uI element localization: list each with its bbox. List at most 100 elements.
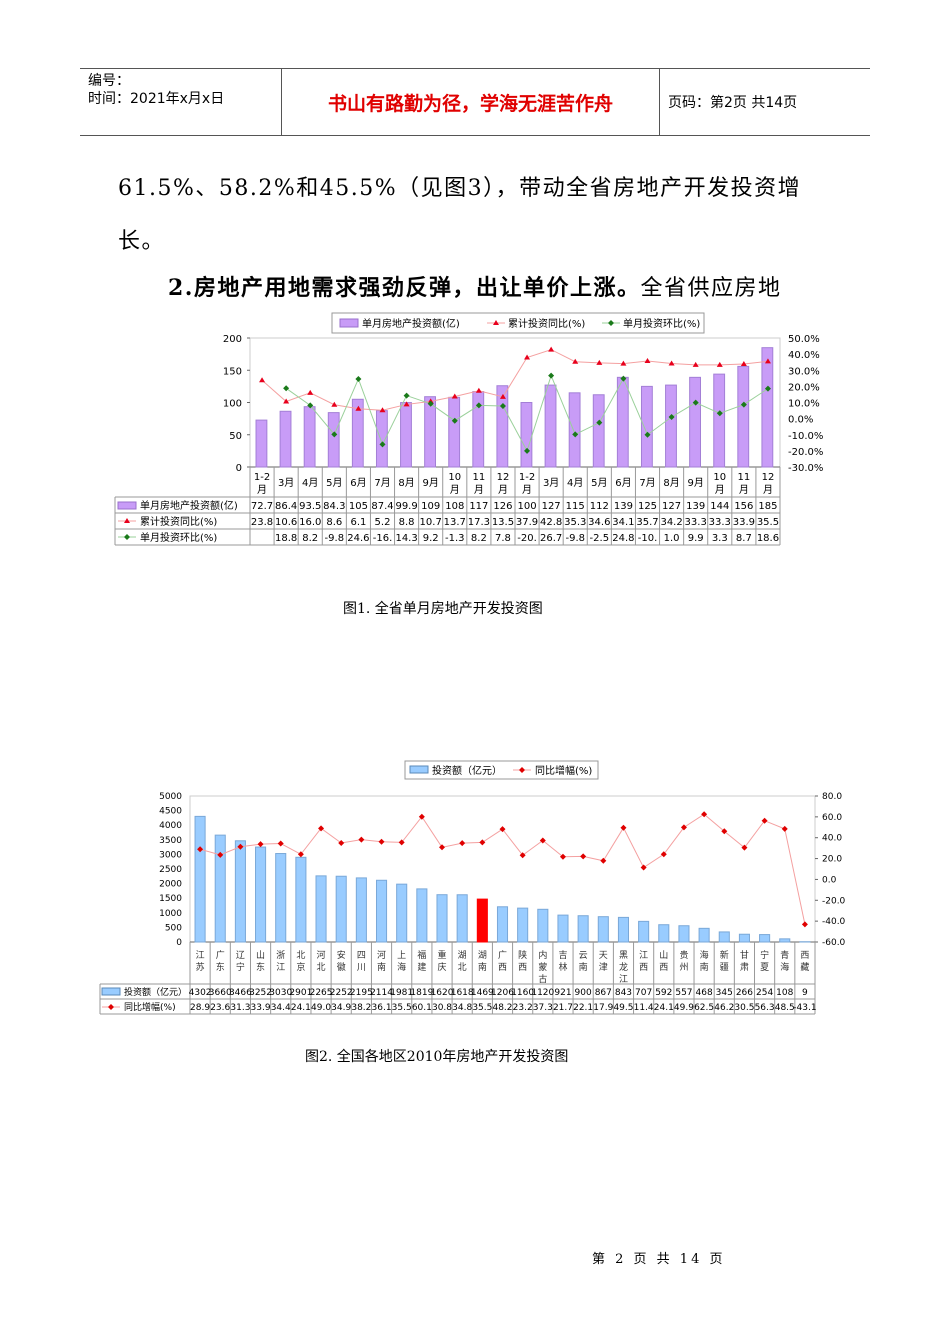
diamond-marker-icon bbox=[124, 534, 130, 540]
bar bbox=[658, 924, 670, 943]
diamond-marker-icon bbox=[499, 403, 506, 410]
svg-text:疆: 疆 bbox=[720, 962, 729, 973]
svg-text:23.2: 23.2 bbox=[513, 1003, 533, 1013]
diamond-marker-icon bbox=[761, 817, 768, 824]
svg-text:1120: 1120 bbox=[531, 988, 554, 998]
bar bbox=[255, 419, 268, 468]
svg-text:185: 185 bbox=[758, 501, 777, 512]
bar bbox=[640, 385, 653, 468]
bar bbox=[577, 915, 589, 943]
svg-text:月: 月 bbox=[498, 484, 508, 496]
svg-text:川: 川 bbox=[357, 963, 366, 973]
bar bbox=[335, 875, 347, 943]
svg-text:1469: 1469 bbox=[471, 988, 494, 998]
svg-text:1.0: 1.0 bbox=[664, 533, 680, 544]
diamond-marker-icon bbox=[548, 372, 555, 379]
svg-text:新: 新 bbox=[720, 949, 729, 961]
svg-text:56.3: 56.3 bbox=[755, 1003, 775, 1013]
diamond-marker-icon bbox=[318, 825, 325, 832]
diamond-marker-icon bbox=[524, 447, 531, 454]
svg-text:31.3: 31.3 bbox=[230, 1003, 250, 1013]
bar bbox=[234, 840, 246, 943]
bar bbox=[779, 938, 791, 943]
svg-text:1-2: 1-2 bbox=[519, 472, 535, 483]
triangle-marker-icon bbox=[307, 389, 314, 395]
bar bbox=[568, 392, 581, 468]
svg-text:921: 921 bbox=[554, 988, 571, 998]
bar bbox=[592, 394, 605, 468]
bar bbox=[295, 856, 307, 943]
svg-text:9月: 9月 bbox=[422, 477, 438, 489]
svg-text:12: 12 bbox=[497, 472, 510, 483]
svg-text:8.7: 8.7 bbox=[736, 533, 752, 544]
svg-text:1500: 1500 bbox=[159, 894, 182, 904]
svg-text:23.6: 23.6 bbox=[210, 1003, 230, 1013]
svg-text:月: 月 bbox=[715, 484, 725, 496]
svg-text:1620: 1620 bbox=[431, 988, 454, 998]
diamond-marker-icon bbox=[781, 825, 788, 832]
header-meta: 编号： 时间：2021年x月x日 bbox=[80, 69, 282, 135]
bar bbox=[496, 906, 509, 943]
svg-text:16.0: 16.0 bbox=[299, 517, 321, 528]
bar bbox=[436, 894, 448, 943]
svg-text:投资额（亿元）: 投资额（亿元） bbox=[124, 986, 187, 998]
svg-text:上: 上 bbox=[397, 950, 406, 961]
svg-text:3.3: 3.3 bbox=[712, 533, 728, 544]
svg-text:3月: 3月 bbox=[278, 477, 294, 489]
svg-text:30.8: 30.8 bbox=[432, 1003, 452, 1013]
bar bbox=[315, 875, 327, 943]
svg-text:10: 10 bbox=[713, 472, 726, 483]
svg-text:5.2: 5.2 bbox=[375, 517, 391, 528]
svg-text:60.0: 60.0 bbox=[822, 813, 842, 823]
diamond-marker-icon bbox=[644, 431, 651, 438]
svg-text:100: 100 bbox=[223, 399, 242, 410]
bar bbox=[689, 376, 702, 468]
svg-text:安: 安 bbox=[337, 949, 346, 961]
bar bbox=[375, 879, 388, 943]
doc-number-label: 编号： bbox=[88, 73, 130, 89]
svg-text:宁: 宁 bbox=[236, 961, 245, 973]
svg-text:1981: 1981 bbox=[390, 988, 413, 998]
svg-text:-9.8: -9.8 bbox=[325, 533, 345, 544]
svg-text:2252: 2252 bbox=[330, 988, 353, 998]
svg-text:8.2: 8.2 bbox=[302, 533, 318, 544]
svg-text:24.8: 24.8 bbox=[612, 533, 634, 544]
header-motto: 书山有路勤为径，学海无涯苦作舟 bbox=[282, 69, 660, 135]
document-header: 编号： 时间：2021年x月x日 书山有路勤为径，学海无涯苦作舟 页码：第2页 … bbox=[80, 68, 870, 136]
diamond-marker-icon bbox=[620, 824, 627, 831]
svg-text:-20.0%: -20.0% bbox=[788, 447, 823, 458]
svg-text:125: 125 bbox=[638, 501, 657, 512]
svg-text:26.7: 26.7 bbox=[540, 533, 562, 544]
triangle-marker-icon bbox=[764, 358, 771, 364]
triangle-marker-icon bbox=[493, 320, 499, 325]
bar bbox=[617, 916, 630, 943]
diamond-marker-icon bbox=[237, 843, 244, 850]
svg-text:7.8: 7.8 bbox=[495, 533, 511, 544]
svg-text:0: 0 bbox=[176, 938, 182, 948]
svg-text:254: 254 bbox=[756, 988, 773, 998]
svg-text:17.9: 17.9 bbox=[593, 1003, 613, 1013]
svg-text:青: 青 bbox=[780, 949, 789, 961]
svg-text:11: 11 bbox=[472, 472, 485, 483]
svg-text:99.9: 99.9 bbox=[395, 501, 417, 512]
svg-text:西: 西 bbox=[498, 962, 507, 973]
svg-text:84.3: 84.3 bbox=[323, 501, 345, 512]
svg-text:33.3: 33.3 bbox=[685, 517, 707, 528]
svg-text:34.4: 34.4 bbox=[271, 1003, 291, 1013]
svg-text:1000: 1000 bbox=[159, 909, 182, 919]
diamond-marker-icon bbox=[439, 844, 446, 851]
diamond-marker-icon bbox=[692, 399, 699, 406]
svg-text:贵: 贵 bbox=[679, 949, 688, 961]
svg-text:10.7: 10.7 bbox=[420, 517, 442, 528]
svg-text:累计投资同比(%): 累计投资同比(%) bbox=[508, 317, 585, 330]
svg-text:23.8: 23.8 bbox=[251, 517, 273, 528]
svg-text:-10.: -10. bbox=[638, 533, 658, 544]
svg-text:月: 月 bbox=[739, 484, 749, 496]
svg-text:南: 南 bbox=[700, 961, 709, 973]
svg-text:-2.5: -2.5 bbox=[590, 533, 610, 544]
svg-text:5月: 5月 bbox=[326, 477, 342, 489]
bar bbox=[476, 898, 488, 943]
svg-text:20.0%: 20.0% bbox=[788, 382, 820, 393]
svg-text:单月投资环比(%): 单月投资环比(%) bbox=[140, 531, 217, 544]
svg-text:18.6: 18.6 bbox=[757, 533, 779, 544]
